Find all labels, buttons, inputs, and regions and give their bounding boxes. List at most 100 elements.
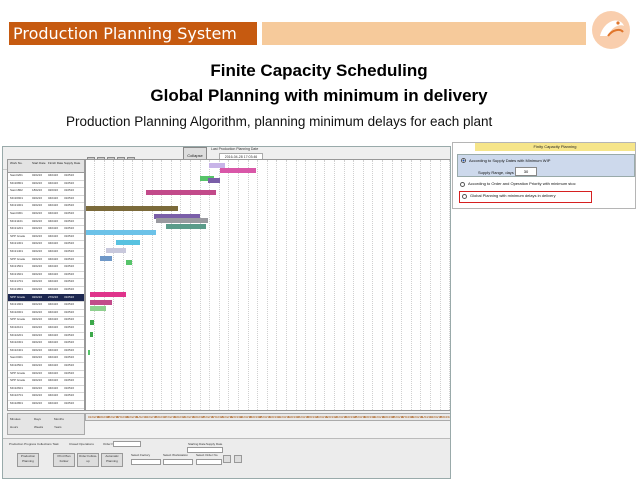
gantt-task-bar[interactable] [116,240,140,245]
list-row[interactable]: MC20801 020216 040416 310516 [8,180,84,189]
automatic-planning-button[interactable]: Automatic Planning [101,453,123,467]
list-row[interactable]: MC21201 020216 040416 310516 [8,225,84,234]
chk-closed-operations[interactable]: Closed Operations [69,442,94,446]
list-row[interactable]: MC21001 020216 040416 310516 [8,202,84,211]
timeline-tick: 15/04/16 [439,415,451,419]
scale-weeks[interactable]: Weeks [34,425,44,429]
row-cell-d1: 020216 [32,393,43,398]
gantt-task-bar[interactable] [126,260,132,265]
grid-line [295,160,297,410]
row-cell-d2: 040416 [48,385,59,390]
list-row[interactable]: MC22501 020216 040416 310516 [8,362,84,371]
row-cell-id: MC22501 [10,363,24,367]
list-row[interactable]: Sam0201 020216 040416 310516 [8,172,84,181]
select-order-dropdown[interactable] [196,459,222,465]
row-cell-d1: 020216 [32,332,43,337]
scale-hours[interactable]: Hours [10,425,19,429]
list-row[interactable]: SPP Grade 020216 040416 310516 [8,233,84,242]
gantt-task-bar[interactable] [90,320,94,325]
row-cell-d2: 040416 [48,340,59,345]
order-no-input[interactable] [113,441,141,447]
row-cell-d2: 040416 [48,393,59,398]
row-cell-d3: 310516 [64,180,75,185]
scale-years[interactable]: Years [54,425,62,429]
row-cell-d2: 040416 [48,279,59,284]
order-follow-up-button[interactable]: Order Follow-up [77,453,99,467]
gantt-task-bar[interactable] [154,214,200,219]
select-factory-dropdown[interactable] [131,459,161,465]
gantt-task-bar[interactable] [90,292,126,297]
grid-line [180,160,182,410]
production-planning-button[interactable]: Production Planning [17,453,39,467]
print-plan-button[interactable]: Print Plan Follow [53,453,75,467]
gantt-task-bar[interactable] [220,168,256,173]
row-cell-d2: 040416 [48,203,59,208]
list-row[interactable]: MC22601 020216 040416 310516 [8,385,84,394]
list-row[interactable]: MC22701 020216 040416 310516 [8,392,84,401]
help-icon[interactable] [223,455,231,463]
row-cell-d1: 020216 [32,249,43,253]
gantt-task-bar[interactable] [100,256,112,261]
row-cell-d3: 310516 [64,279,75,284]
chk-collections-task[interactable]: Collections Task [37,442,59,446]
list-row[interactable]: MC20901 020216 040416 310516 [8,195,84,204]
gantt-task-bar[interactable] [208,178,220,183]
row-cell-d3: 310516 [64,370,75,375]
radio-global-planning[interactable] [462,194,467,199]
row-cell-d1: 020216 [32,211,43,215]
gantt-task-bar[interactable] [146,190,216,195]
gantt-task-bar[interactable] [90,300,112,305]
list-row[interactable]: SPP Grade 020216 040416 310516 [8,377,84,386]
list-header: Work No. Start Date Finish Date Supply D… [8,160,84,173]
gantt-task-bar[interactable] [200,176,214,181]
exit-icon[interactable] [234,455,242,463]
row-cell-id: MC21401 [10,249,24,253]
list-row[interactable]: SPP Grade 020216 040416 310516 [8,370,84,379]
list-row[interactable]: MC22001 020216 040416 310516 [8,309,84,318]
list-row[interactable]: MC22201 020216 040416 310516 [8,332,84,341]
row-cell-id: MC21001 [10,203,24,208]
scale-months[interactable]: Months [54,417,64,421]
scale-days[interactable]: Days [34,417,41,421]
list-row[interactable]: SPP Grade 020216 040416 310516 [8,316,84,325]
list-row[interactable]: MC22101 020216 040416 310516 [8,324,84,333]
list-row[interactable]: MC22401 020216 040416 310516 [8,347,84,356]
date-range-input[interactable] [187,447,223,453]
list-row[interactable]: Sam0401 020216 040416 310516 [8,354,84,363]
row-cell-d3: 310516 [64,378,75,383]
list-row[interactable]: MC21401 020216 040416 310516 [8,248,84,257]
radio-supply-dates[interactable] [461,158,466,163]
list-row[interactable]: MC21701 020216 040416 310516 [8,278,84,287]
list-row[interactable]: MC21301 020216 040416 310516 [8,240,84,249]
gantt-task-bar[interactable] [86,230,156,235]
scale-minutes[interactable]: Minutes [10,417,21,421]
list-row[interactable]: MC21601 020216 040416 310516 [8,271,84,280]
list-row[interactable]: MC22301 020216 040416 310516 [8,339,84,348]
list-row[interactable]: Sam0301 020216 040416 310516 [8,210,84,219]
gantt-task-bar[interactable] [86,206,178,211]
gantt-task-bar[interactable] [209,163,225,168]
gantt-task-bar[interactable] [88,350,90,355]
slide-title-line2: Global Planning with minimum in delivery [150,86,488,105]
gantt-task-bar[interactable] [166,224,206,229]
gantt-task-bar[interactable] [106,248,126,253]
list-row[interactable]: Sam1802 180216 020316 310516 [8,187,84,196]
option-supply-dates[interactable]: According to Supply Dates with Minimum W… [457,154,635,177]
supply-range-input[interactable]: 30 [515,167,537,176]
select-workstation-dropdown[interactable] [163,459,193,465]
row-cell-d2: 270216 [48,294,59,299]
chk-production-progress[interactable]: Production Progress [9,442,37,446]
list-row[interactable]: SPP Grade 020216 270216 310516 [8,293,84,303]
gantt-task-bar[interactable] [90,306,106,311]
grid-line [247,160,249,410]
list-row[interactable]: MC21501 020216 040416 310516 [8,263,84,272]
list-row[interactable]: MC21901 020216 040416 310516 [8,301,84,310]
gantt-task-bar[interactable] [156,218,208,223]
list-row[interactable]: SPP Grade 020216 040416 310516 [8,256,84,265]
radio-order-priority[interactable] [460,182,465,187]
list-row[interactable]: MC22801 020216 040416 310516 [8,400,84,409]
gantt-chart[interactable] [85,159,450,411]
list-row[interactable]: MC21101 020216 040416 310516 [8,218,84,227]
gantt-task-bar[interactable] [90,332,93,337]
row-cell-d1: 020216 [32,256,43,261]
